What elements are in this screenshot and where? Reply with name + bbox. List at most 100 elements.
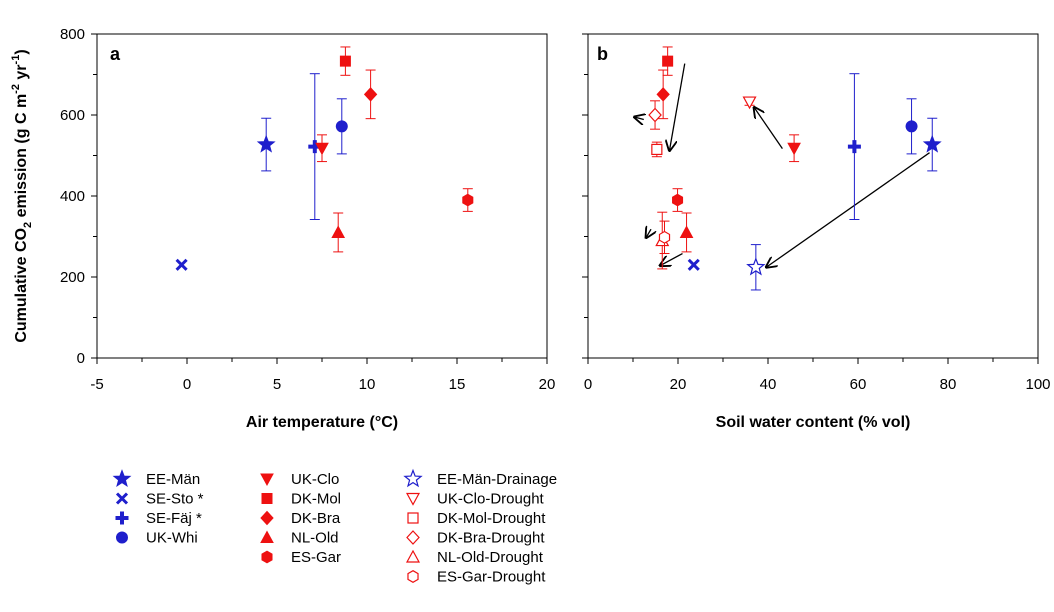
panel-b-arrow (766, 152, 930, 268)
panel-b-point-dk-mol (662, 55, 674, 67)
panel-a-point-ee-man (256, 134, 276, 153)
panel-b-axes: 0 20 40 60 80 100 (582, 33, 1051, 393)
legend-label-uk-clo-drought: UK-Clo-Drought (437, 491, 545, 508)
legend-marker-ee-man-drainage (403, 468, 423, 488)
legend-label-es-gar: ES-Gar (291, 549, 341, 566)
panel-a-letter: a (110, 44, 121, 64)
legend-label-es-gar-drought: ES-Gar-Drought (437, 569, 546, 586)
legend-marker-se-faj (115, 511, 129, 525)
panel-a-y-tick-label: 600 (60, 107, 85, 124)
panel-b-x-tick-label: 20 (670, 376, 687, 393)
panel-b-marks (648, 46, 942, 291)
legend-marker-dk-mol (261, 493, 273, 504)
legend-marker-uk-whi (116, 531, 128, 544)
panel-a-point-es-gar (462, 193, 474, 207)
legend-item-uk-whi: UK-Whi (116, 530, 198, 547)
panel-a-point-dk-mol (339, 55, 351, 67)
panel-a-x-tick-label: 20 (539, 376, 556, 393)
y-axis-label: Cumulative CO2 emission (g C m-2 yr-1) (10, 49, 34, 342)
legend-item-se-faj: SE-Fäj * (115, 510, 202, 527)
legend-item-dk-mol: DK-Mol (261, 491, 341, 508)
legend-label-dk-mol: DK-Mol (291, 491, 341, 508)
panel-b-point-es-gar-drought (658, 230, 671, 244)
legend-marker-dk-bra-drought (406, 530, 420, 545)
legend-label-uk-whi: UK-Whi (146, 530, 198, 547)
legend-marker-nl-old-drought (405, 549, 421, 563)
panel-b-point-se-sto (687, 258, 700, 271)
legend-label-uk-clo: UK-Clo (291, 471, 339, 488)
legend-marker-nl-old (260, 530, 274, 543)
panel-b-x-tick-label: 60 (850, 376, 867, 393)
legend-item-dk-bra-drought: DK-Bra-Drought (406, 530, 545, 547)
panel-b-arrow (634, 117, 643, 119)
panel-a-y-tick-label: 800 (60, 26, 85, 43)
panel-b-letter: b (597, 44, 608, 64)
legend-item-uk-clo-drought: UK-Clo-Drought (405, 491, 545, 508)
panel-b-point-dk-bra (656, 87, 670, 102)
panel-b-arrow (669, 63, 686, 151)
legend-item-ee-man: EE-Män (112, 469, 200, 488)
panel-b-arrow (646, 229, 651, 238)
legend-item-es-gar-drought: ES-Gar-Drought (407, 569, 546, 586)
legend-label-dk-mol-drought: DK-Mol-Drought (437, 510, 546, 527)
panel-b-point-nl-old (679, 225, 694, 238)
panel-b-point-es-gar (672, 193, 684, 207)
panel-a-frame (96, 33, 548, 359)
legend-item-es-gar: ES-Gar (261, 549, 341, 566)
panel-a-x-tick-label: 5 (273, 376, 281, 393)
panel-b-point-uk-whi (905, 120, 918, 133)
panel-b-arrow (754, 107, 783, 149)
legend-label-se-faj: SE-Fäj * (146, 510, 202, 527)
panel-a-y-tick-label: 0 (77, 350, 85, 367)
legend-label-ee-man-drainage: EE-Män-Drainage (437, 471, 557, 488)
panel-a: a Air temperature (°C) -5 0 5 10 15 200200400… (60, 26, 555, 431)
legend-label-nl-old: NL-Old (291, 530, 339, 547)
panel-a-y-tick-label: 400 (60, 188, 85, 205)
legend-item-nl-old-drought: NL-Old-Drought (405, 549, 544, 566)
panel-b-point-dk-bra-drought (648, 107, 662, 123)
legend-marker-ee-man (112, 469, 132, 488)
legend-label-se-sto: SE-Sto * (146, 491, 204, 508)
panel-a-point-uk-clo (315, 142, 329, 156)
legend-marker-es-gar-drought (407, 570, 419, 583)
panel-a-point-se-sto (175, 258, 188, 271)
legend-marker-se-sto (115, 492, 129, 505)
panel-a-x-tick-label: -5 (90, 376, 103, 393)
panel-b: b Soil water content (% vol) 0 20 40 60 80 10… (582, 33, 1051, 431)
panel-b-point-dk-mol-drought (651, 143, 663, 156)
panel-b-point-ee-man-drainage (746, 257, 766, 276)
legend-marker-uk-clo (260, 473, 274, 487)
panel-a-x-tick-label: 15 (449, 376, 466, 393)
legend-marker-dk-mol-drought (407, 512, 419, 524)
legend-label-nl-old-drought: NL-Old-Drought (437, 549, 544, 566)
legend-label-ee-man: EE-Män (146, 471, 200, 488)
panel-a-x-tick-label: 10 (359, 376, 376, 393)
legend-item-nl-old: NL-Old (260, 530, 339, 547)
panel-a-point-nl-old (331, 225, 346, 238)
panel-b-arrows (634, 63, 930, 268)
panel-b-point-uk-clo (787, 142, 801, 156)
legend-item-ee-man-drainage: EE-Män-Drainage (403, 468, 557, 488)
legend-marker-dk-bra (260, 510, 274, 526)
panel-b-point-se-faj (847, 140, 861, 154)
panel-b-x-tick-label: 0 (584, 376, 592, 393)
legend: EE-Män SE-Sto * SE-Fäj * UK-Whi UK-Clo DK-Mol… (112, 468, 557, 586)
panel-a-marks (175, 46, 474, 271)
panel-b-x-tick-label: 80 (940, 376, 957, 393)
panel-a-x-tick-label: 0 (183, 376, 191, 393)
legend-item-dk-bra: DK-Bra (260, 510, 341, 527)
panel-b-x-tick-label: 40 (760, 376, 777, 393)
panel-b-arrow (660, 252, 683, 266)
legend-item-uk-clo: UK-Clo (260, 471, 339, 488)
panel-b-point-uk-clo-drought (742, 96, 757, 110)
legend-label-dk-bra-drought: DK-Bra-Drought (437, 530, 545, 547)
panel-a-y-tick-label: 200 (60, 269, 85, 286)
panel-b-frame (587, 33, 1039, 359)
panel-a-point-dk-bra (363, 87, 378, 102)
panel-b-point-ee-man (922, 134, 942, 153)
legend-item-dk-mol-drought: DK-Mol-Drought (407, 510, 546, 527)
panel-b-x-axis-label: Soil water content (% vol) (716, 414, 911, 431)
panel-a-x-axis-label: Air temperature (°C) (246, 414, 398, 431)
